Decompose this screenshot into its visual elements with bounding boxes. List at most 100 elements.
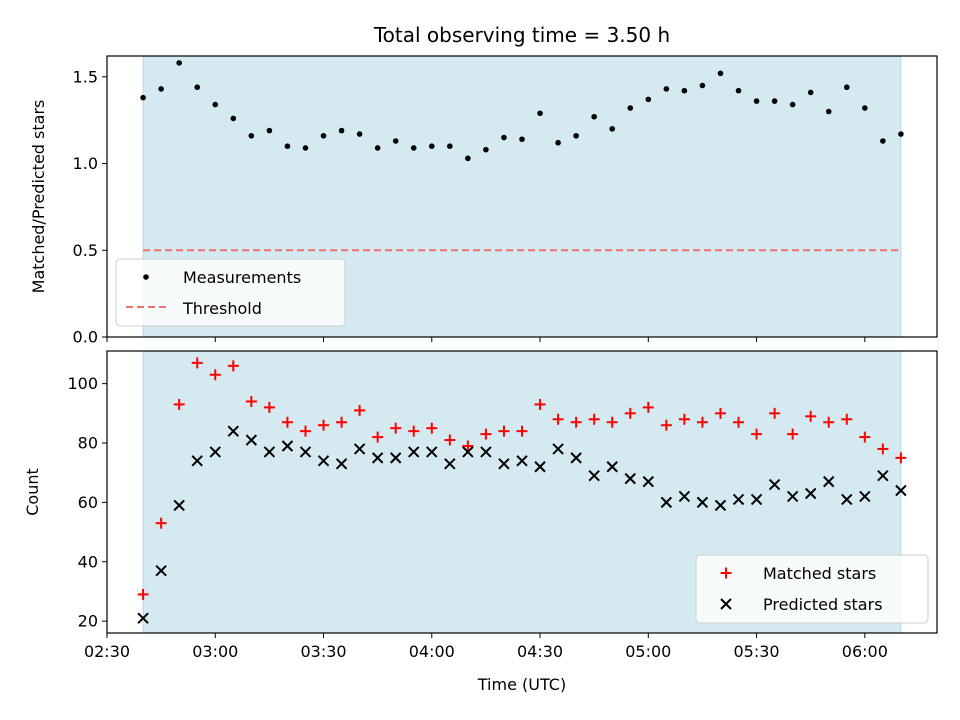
predicted-star-point: [859, 490, 871, 503]
matched-star-point: [408, 425, 420, 437]
predicted-star-point: [498, 458, 510, 470]
bottom-legend: Matched stars Predicted stars: [695, 554, 929, 624]
legend-plus: [720, 567, 732, 579]
matched-star-point: [787, 428, 799, 440]
x-marker-b: [299, 446, 312, 458]
matched-stars-points: [137, 357, 907, 600]
x-marker-b: [895, 484, 907, 497]
y-tick-label: 100: [67, 374, 98, 393]
x-marker-b: [462, 446, 474, 458]
matched-star-point: [263, 401, 275, 413]
measurement-point: [158, 86, 164, 92]
predicted-star-point: [786, 490, 799, 503]
measurement-point: [519, 136, 525, 143]
matched-star-point: [570, 416, 582, 428]
x-marker-b: [389, 452, 402, 464]
y-tick-label: 60: [78, 493, 98, 512]
matched-star-point: [534, 398, 546, 410]
measurement-point: [807, 89, 814, 96]
matched-star-point: [588, 413, 600, 425]
predicted-star-point: [660, 496, 673, 509]
predicted-star-point: [137, 612, 149, 624]
measurement-point: [284, 143, 291, 149]
predicted-star-point: [732, 493, 745, 506]
predicted-star-point: [552, 443, 564, 455]
predicted-star-point: [335, 458, 348, 470]
predicted-star-point: [191, 455, 203, 467]
x-marker-b: [191, 455, 203, 467]
measurement-point: [447, 143, 453, 149]
matched-star-point: [552, 413, 564, 425]
x-marker-b: [371, 452, 384, 464]
matched-star-point: [227, 360, 239, 372]
predicted-star-point: [353, 443, 366, 455]
x-marker-b: [317, 455, 330, 467]
legend-label-measurements: Measurements: [183, 268, 301, 287]
measurement-point: [735, 87, 742, 94]
measurement-point: [789, 101, 796, 108]
measurement-point: [843, 84, 850, 91]
predicted-star-point: [317, 455, 330, 467]
measurement-point: [374, 145, 381, 151]
measurement-point: [573, 132, 579, 139]
matched-star-point: [372, 431, 384, 443]
top-legend-box: [115, 258, 346, 327]
predicted-star-point: [624, 472, 636, 485]
measurement-point: [771, 98, 778, 104]
matched-star-point: [642, 401, 654, 413]
top-panel: 0.0 0.5 1.0 1.5 Matched/Predicted stars Mea…: [29, 55, 938, 347]
x-tick-label: 02:30: [84, 642, 130, 661]
measurement-point: [699, 82, 706, 89]
measurement-point: [880, 138, 886, 144]
legend-marker-measurements: [143, 274, 149, 280]
y-tick-label: 40: [78, 552, 98, 571]
top-axes: 0.0 0.5 1.0 1.5: [73, 55, 938, 347]
predicted-star-point: [245, 434, 258, 446]
predicted-stars-points: [137, 425, 907, 624]
matched-star-point: [714, 407, 726, 419]
x-marker-b: [570, 452, 582, 464]
y-tick-label: 80: [78, 434, 98, 453]
x-marker-b: [859, 490, 871, 503]
bottom-legend-box: [695, 554, 929, 624]
predicted-star-point: [155, 564, 167, 577]
predicted-star-point: [696, 496, 709, 509]
predicted-star-point: [299, 446, 312, 458]
matched-star-point: [444, 434, 456, 446]
predicted-star-point: [209, 446, 221, 458]
matched-star-point: [354, 404, 366, 416]
x-marker-b: [209, 446, 221, 458]
predicted-star-point: [281, 440, 294, 452]
x-marker-b: [624, 472, 636, 485]
measurement-point: [483, 146, 489, 153]
legend-x: [720, 598, 732, 610]
predicted-star-point: [823, 475, 835, 488]
predicted-star-point: [895, 484, 907, 497]
matched-star-point: [841, 413, 853, 425]
measurement-point: [465, 155, 471, 162]
y-tick-label: 0.5: [73, 241, 98, 260]
bottom-y-axis-label: Count: [23, 468, 42, 516]
measurement-point: [302, 145, 309, 151]
matched-star-point: [155, 517, 167, 529]
measurement-point: [627, 105, 634, 111]
matched-star-point: [281, 416, 293, 428]
x-marker-b: [696, 496, 709, 509]
chart-title: Total observing time = 3.50 h: [373, 23, 670, 47]
bottom-panel: 20 40 60 80 100 02:30 03:00 03:30 04:00 04:30 05:0…: [23, 350, 938, 694]
measurement-point: [717, 70, 724, 77]
matched-star-point: [191, 357, 203, 369]
measurement-point: [338, 127, 345, 134]
x-marker-b: [480, 446, 492, 458]
matched-star-point: [696, 416, 708, 428]
matched-star-point: [318, 419, 330, 431]
predicted-star-point: [371, 452, 384, 464]
x-marker-b: [750, 493, 763, 506]
matched-star-point: [480, 428, 492, 440]
predicted-star-point: [263, 446, 276, 458]
matched-star-point: [877, 443, 889, 455]
matched-star-point: [137, 588, 149, 600]
predicted-star-point: [714, 499, 727, 512]
measurement-point: [645, 96, 652, 103]
